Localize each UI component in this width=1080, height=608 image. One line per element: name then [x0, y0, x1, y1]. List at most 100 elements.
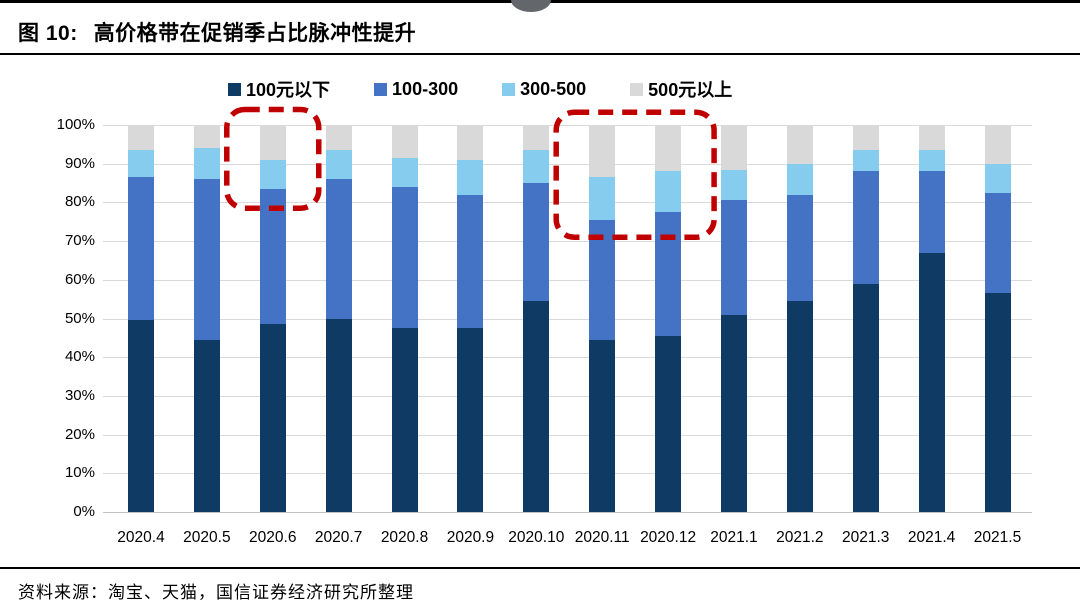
legend-swatch-icon [502, 82, 516, 96]
bar-segment-500元以上 [852, 125, 879, 151]
x-axis-label: 2020.6 [249, 529, 297, 546]
bar-segment-300-500 [523, 150, 550, 184]
legend-label: 100元以下 [246, 80, 331, 100]
y-axis-label: 80% [64, 193, 95, 211]
bar-segment-100-300 [523, 183, 550, 302]
plot-area [103, 125, 1032, 513]
bar-segment-300-500 [918, 150, 945, 172]
bar-segment-100-300 [720, 200, 747, 315]
legend-item-100-300: 100-300 [374, 79, 458, 100]
x-axis-label: 2020.8 [380, 529, 429, 546]
y-axis-label: 70% [64, 232, 95, 250]
bar-segment-100元以下 [193, 339, 220, 512]
gridline-30% [103, 395, 1032, 397]
figure-title: 图 10: 高价格带在促销季占比脉冲性提升 [18, 17, 416, 47]
bar-segment-300-500 [852, 150, 879, 172]
bar-segment-100-300 [391, 186, 418, 329]
gridline-50% [103, 318, 1032, 320]
y-axis-label: 40% [64, 348, 95, 366]
legend-swatch-icon [228, 82, 241, 96]
bar-segment-300-500 [259, 159, 286, 189]
bar-segment-500元以上 [325, 125, 352, 151]
y-axis-label: 0% [73, 503, 95, 520]
bar-segment-100-300 [984, 192, 1011, 294]
bar-segment-300-500 [391, 157, 418, 187]
bar-segment-500元以上 [655, 125, 682, 172]
bar-segment-100元以下 [984, 293, 1011, 512]
x-axis-label: 2021.5 [973, 529, 1022, 546]
bar-segment-500元以上 [786, 125, 813, 164]
x-axis-label: 2020.10 [508, 529, 565, 546]
x-axis-label: 2021.1 [710, 529, 758, 546]
bar-segment-500元以上 [523, 125, 550, 151]
gridline-90% [103, 163, 1032, 165]
bar-segment-500元以上 [918, 125, 945, 151]
legend-label: 100-300 [392, 78, 459, 99]
x-axis-label: 2020.4 [117, 529, 165, 546]
y-axis-label: 60% [64, 270, 95, 288]
y-axis-label: 90% [64, 154, 95, 172]
bar-segment-500元以上 [457, 125, 484, 160]
bar-segment-100元以下 [523, 301, 550, 512]
bar-segment-100元以下 [259, 324, 286, 512]
gridline-60% [103, 279, 1032, 281]
x-axis-label: 2021.4 [907, 529, 956, 546]
bar-segment-100元以下 [786, 301, 813, 512]
x-axis-label: 2020.11 [574, 529, 630, 546]
figure-title-text: 高价格带在促销季占比脉冲性提升 [93, 22, 417, 45]
bar-segment-300-500 [457, 159, 484, 195]
bar-segment-100-300 [655, 212, 682, 336]
bar-segment-500元以上 [720, 125, 747, 170]
bar-segment-500元以上 [391, 125, 418, 158]
bar-segment-500元以上 [984, 125, 1011, 164]
bar-segment-100-300 [786, 194, 813, 302]
x-axis-label: 2021.2 [776, 529, 824, 546]
bar-segment-300-500 [325, 150, 352, 180]
bar-segment-100元以下 [589, 339, 616, 512]
bar-segment-100-300 [128, 177, 154, 321]
bar-segment-300-500 [589, 177, 616, 220]
bar-segment-100元以下 [655, 335, 682, 512]
bar-segment-100-300 [259, 188, 286, 325]
bar-segment-100元以下 [457, 328, 484, 512]
bar-segment-500元以上 [259, 125, 286, 160]
x-axis-label: 2021.3 [842, 529, 890, 546]
legend-swatch-icon [374, 82, 388, 96]
bar-segment-100-300 [325, 179, 352, 319]
bar-segment-100元以下 [918, 252, 945, 512]
bar-segment-100-300 [457, 194, 484, 329]
bar-segment-100元以下 [391, 328, 418, 512]
bar-segment-100-300 [589, 219, 616, 340]
legend-item-100元以下: 100元以下 [228, 76, 330, 102]
x-axis-label: 2020.5 [183, 529, 231, 546]
title-separator [0, 53, 1080, 55]
y-axis-label: 10% [64, 464, 95, 482]
bar-segment-500元以上 [193, 125, 220, 149]
x-axis-label: 2020.7 [314, 529, 363, 546]
legend-label: 500元以上 [648, 80, 733, 100]
bar-segment-300-500 [984, 163, 1011, 193]
bar-segment-100-300 [193, 179, 220, 340]
gridline-0% [103, 512, 1032, 513]
bar-segment-100元以下 [852, 283, 879, 512]
bar-segment-300-500 [193, 148, 220, 180]
y-axis-label: 100% [56, 116, 95, 133]
legend-item-300-500: 300-500 [502, 79, 586, 100]
bar-segment-300-500 [128, 150, 154, 178]
gridline-80% [103, 202, 1032, 204]
logo-semicircle-icon [511, 0, 551, 12]
figure-label: 图 10: [18, 22, 78, 45]
bar-segment-100元以下 [128, 320, 154, 512]
gridline-20% [103, 434, 1032, 436]
legend-swatch-icon [630, 82, 644, 96]
bar-segment-100-300 [918, 171, 945, 253]
gridline-40% [103, 357, 1032, 359]
y-axis-label: 30% [64, 386, 95, 404]
bar-segment-100元以下 [720, 314, 747, 512]
x-axis-label: 2020.9 [446, 529, 495, 546]
bar-segment-500元以上 [128, 125, 154, 151]
source-text: 资料来源：淘宝、天猫，国信证券经济研究所整理 [18, 583, 414, 603]
gridline-70% [103, 241, 1032, 243]
legend: 100元以下 100-300 300-500 500元以上 [228, 76, 732, 102]
